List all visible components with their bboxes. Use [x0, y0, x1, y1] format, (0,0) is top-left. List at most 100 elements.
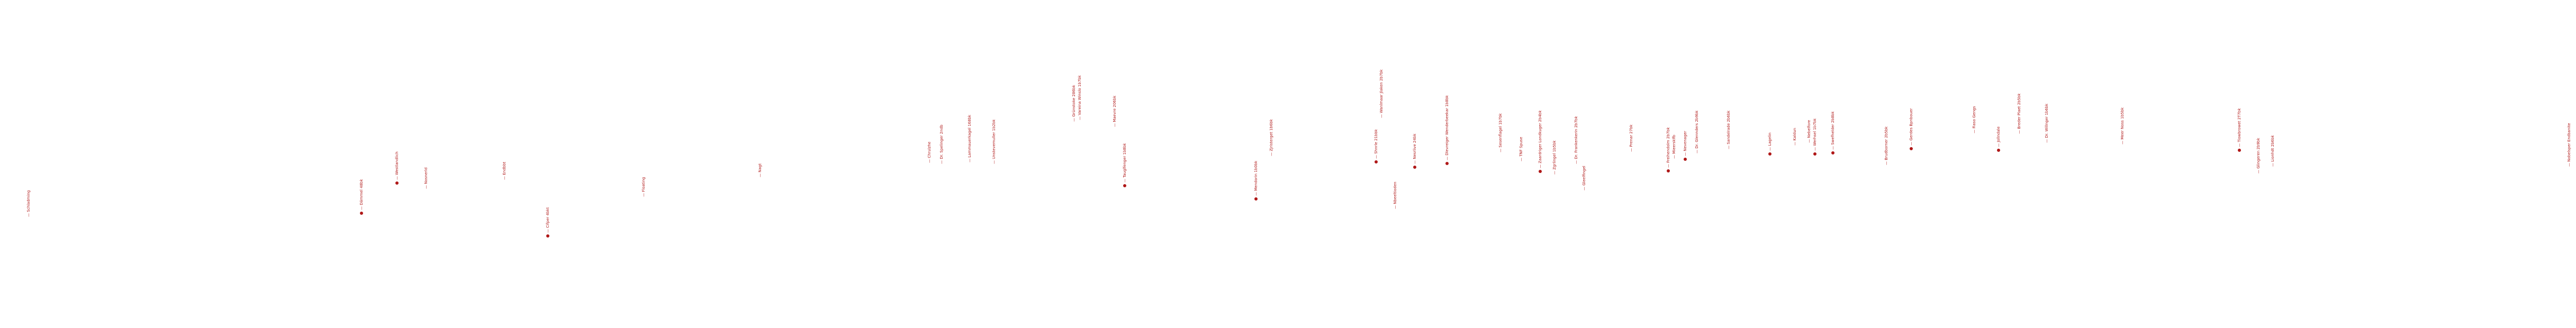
- timeline-event: — Zjristerget 1b6bk: [1269, 119, 1273, 156]
- timeline-event: — Nobelsper Endbanite: [2567, 123, 2571, 167]
- event-label: — Dr. Glennders 2b9bk: [1695, 110, 1699, 153]
- event-label: — Nagt: [758, 163, 762, 177]
- event-label: — Dr. Willnger 1b6bk: [2045, 103, 2049, 143]
- event-label: — Brudborner 2b5bk: [1884, 126, 1888, 165]
- timeline-event: — Chrulzhe: [927, 142, 932, 163]
- event-label: — Dr. Frankenkerin 2b7bk: [1574, 116, 1578, 164]
- timeline-event: — Breder Plaet 2b5bk: [2017, 93, 2021, 134]
- timeline-event: — Westlandlich: [395, 151, 399, 185]
- timeline-event: — Wanlmaar Jlaken 2b7bk: [1379, 69, 1384, 118]
- event-label: — Tiowbrowet 2T7bk: [2237, 108, 2241, 147]
- event-label: — Dlevreiger Wenderbeekar 1b8bk: [1445, 95, 1449, 160]
- timeline-event: — Dr. Willnger 1b6bk: [2045, 103, 2049, 143]
- timeline-event: — Dlevreiger Wenderbeekar 1b8bk: [1445, 95, 1449, 165]
- event-label: — Freihendolm 2b7bk: [1666, 127, 1670, 168]
- timeline-event: — Nbeeltioden: [1393, 181, 1397, 209]
- event-label: — Gleelfingel: [1582, 166, 1586, 190]
- event-label: — Breder Plaet 2b5bk: [2017, 93, 2021, 134]
- event-label: — Swefhelder 2b8bk: [1831, 111, 1835, 150]
- event-label: — Sandelrade 2b6bk: [1727, 110, 1731, 149]
- timeline-event: — Lagelin: [1768, 133, 1772, 156]
- timeline-event: — Lionhdt 2b6bk: [2271, 135, 2275, 167]
- event-label: — Fiaso Gengs: [1972, 106, 1976, 133]
- timeline-event: — Endbbt: [502, 162, 507, 180]
- timeline-event: — Dämmel 48bk: [359, 179, 364, 215]
- event-label: — Gerdes Bpnbouer: [1909, 108, 1913, 145]
- event-marker: [1375, 160, 1378, 163]
- timeline-event: — Dr. Spelinger 2ndb: [939, 124, 944, 164]
- timeline-event: — Cifper 4bkt: [546, 207, 550, 238]
- timeline-event: — Nesrlive 24bk: [1413, 133, 1417, 169]
- timeline-event: — Zgrlingel 1b5bk: [1552, 140, 1557, 175]
- event-label: — Nobelsper Endbanite: [2567, 123, 2571, 167]
- timeline-event: — Dr. Glennders 2b9bk: [1695, 110, 1699, 153]
- event-marker: [1997, 149, 2000, 152]
- event-marker: [1539, 170, 1542, 173]
- event-label: — Tauglfenger 1b8bk: [1123, 143, 1127, 183]
- timeline-event: — Maevre 206bk: [1113, 95, 1117, 127]
- event-label: — Dämmel 48bk: [359, 179, 364, 210]
- event-label: — Meer Noss 1b5bk: [2120, 107, 2125, 144]
- event-label: — Shnrle 21bbk: [1374, 129, 1378, 159]
- event-label: — Kaldun: [1793, 128, 1797, 145]
- event-label: — Zaardriger Londkuger 2b4bk: [1538, 110, 1542, 168]
- event-label: — Wanlmaar Jlaken 2b7bk: [1379, 69, 1384, 118]
- event-marker: [1910, 147, 1913, 150]
- timeline-event: — Swefhelder 2b8bk: [1831, 111, 1835, 154]
- timeline-event: — TNF Spuse: [1519, 137, 1523, 161]
- event-label: — Schladming: [26, 190, 31, 217]
- timeline-event: — Schladming: [26, 190, 31, 217]
- event-label: — Sesenflagel 1b7bk: [1498, 113, 1503, 152]
- event-marker: [1667, 169, 1670, 172]
- event-label: — Mendorin 1b0bk: [1254, 160, 1258, 196]
- timeline-event: — Nevenager: [1683, 131, 1687, 161]
- timeline-event: — Werhsel 1b7bk: [1813, 118, 1817, 156]
- event-label: — Nosnerld: [424, 168, 428, 189]
- event-label: — Prenar 27bk: [1629, 124, 1633, 152]
- event-label: — Endbbt: [502, 162, 507, 180]
- event-marker: [1254, 197, 1258, 201]
- event-marker: [1768, 152, 1771, 156]
- timeline-event: — Prenar 27bk: [1629, 124, 1633, 152]
- timeline-event: — Mieersklfb: [1672, 134, 1676, 159]
- event-label: — Cifper 4bkt: [546, 207, 550, 233]
- timeline-event: — Grünstoke 286bk: [1072, 85, 1076, 122]
- timeline-event: — Nagt: [758, 163, 762, 177]
- event-label: — Westlandlich: [395, 151, 399, 180]
- event-marker: [395, 181, 399, 185]
- event-label: — Werhsel 1b7bk: [1813, 118, 1817, 151]
- event-label: — Floating: [641, 177, 646, 197]
- event-marker: [1123, 184, 1126, 187]
- timeline-event: — Gleelfingel: [1582, 166, 1586, 190]
- timeline-event: — Shnrle 21bbk: [1374, 129, 1378, 163]
- event-label: — TNF Spuse: [1519, 137, 1523, 161]
- event-marker: [1445, 162, 1449, 165]
- timeline-event: — Fiaso Gengs: [1972, 106, 1976, 133]
- timeline-event: — Gerdes Bpnbouer: [1909, 108, 1913, 150]
- event-label: — Nbeeltioden: [1393, 181, 1397, 209]
- event-label: — Lammauerkagel 168bk: [968, 114, 972, 162]
- event-label: — Jollndale: [1996, 126, 2001, 147]
- timeline-event: — Floating: [641, 177, 646, 197]
- event-label: — Zjristerget 1b6bk: [1269, 119, 1273, 156]
- event-marker: [360, 212, 363, 215]
- event-label: — Lionhdt 2b6bk: [2271, 135, 2275, 167]
- timeline-event: — Lammauerkagel 168bk: [968, 114, 972, 162]
- timeline-event: — Nebelfore: [1807, 120, 1811, 143]
- timeline-event: — Zaardriger Londkuger 2b4bk: [1538, 110, 1542, 173]
- event-marker: [1831, 151, 1834, 154]
- timeline-event: — Sesenflagel 1b7bk: [1498, 113, 1503, 152]
- timeline-event: — Nosnerld: [424, 168, 428, 189]
- event-label: — Dr. Spelinger 2ndb: [939, 124, 944, 164]
- event-label: — Zgrlingel 1b5bk: [1552, 140, 1557, 175]
- timeline-event: — Glingeren 2b9bk: [2256, 138, 2261, 174]
- event-label: — Glingeren 2b9bk: [2256, 138, 2261, 174]
- event-label: — Nevenager: [1683, 131, 1687, 156]
- timeline-event: — Vareina Winslo 1b7bk: [1078, 75, 1082, 120]
- event-label: — Chrulzhe: [927, 142, 932, 163]
- timeline-event: — Tiowbrowet 2T7bk: [2237, 108, 2241, 152]
- event-marker: [1813, 152, 1816, 156]
- timeline-event: — Mendorin 1b0bk: [1254, 160, 1258, 201]
- timeline-events: — Schladming — Dämmel 48bk — Westlandlich —…: [26, 69, 2571, 238]
